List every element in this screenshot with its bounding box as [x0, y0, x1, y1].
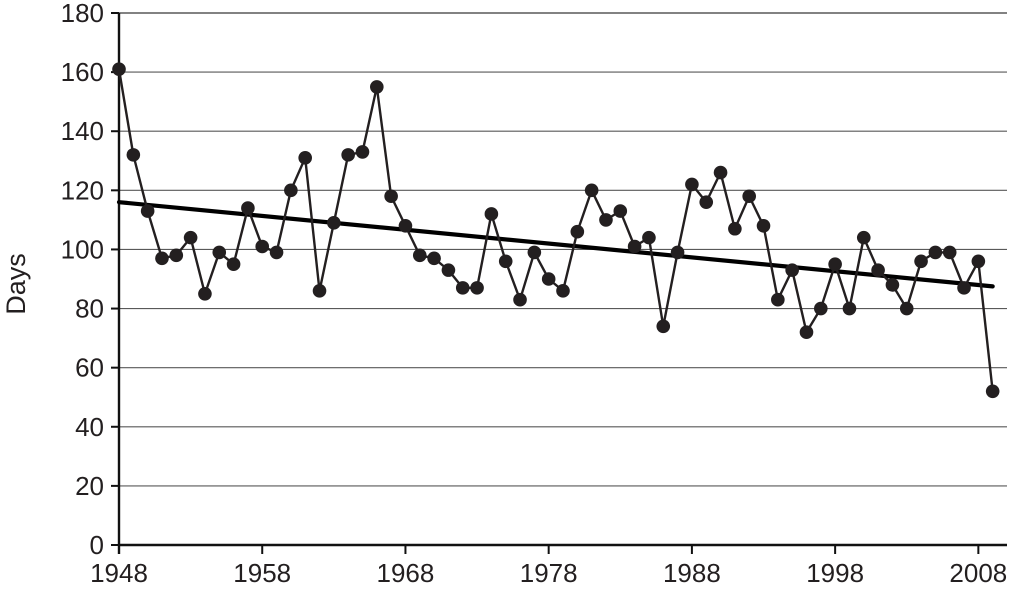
- data-point: [198, 286, 212, 301]
- y-tick-label: 80: [75, 294, 104, 324]
- data-point: [685, 177, 699, 192]
- data-point: [498, 254, 513, 269]
- data-point: [985, 384, 1000, 399]
- data-point: [899, 301, 914, 316]
- data-point: [957, 281, 971, 295]
- data-point: [355, 145, 370, 159]
- data-point: [140, 204, 155, 218]
- data-point: [513, 292, 527, 307]
- data-point: [771, 292, 785, 307]
- data-point: [312, 284, 327, 298]
- data-point: [885, 278, 900, 292]
- data-point: [255, 239, 270, 254]
- data-point: [484, 207, 499, 221]
- y-tick-label: 60: [75, 353, 104, 383]
- data-point: [298, 151, 312, 165]
- y-tick-label: 140: [61, 116, 104, 146]
- data-point: [169, 248, 184, 263]
- data-series-layer: [112, 62, 1000, 399]
- data-point: [470, 281, 484, 295]
- data-point: [814, 301, 828, 316]
- data-point: [384, 189, 398, 204]
- data-point: [670, 245, 685, 260]
- y-tick-label: 160: [61, 57, 104, 87]
- data-point: [842, 301, 857, 316]
- y-tick-label: 40: [75, 412, 104, 442]
- data-point: [212, 245, 227, 260]
- series-path: [117, 68, 994, 392]
- data-point: [942, 245, 957, 260]
- gridlines-layer: [119, 12, 1007, 487]
- data-point: [284, 183, 298, 198]
- data-point: [126, 148, 141, 162]
- data-point: [914, 254, 928, 269]
- x-tick-label: 1988: [663, 558, 721, 588]
- data-point: [656, 319, 671, 334]
- x-tick-label: 1998: [806, 558, 864, 588]
- data-point: [556, 284, 570, 298]
- data-point: [341, 148, 355, 162]
- y-tick-label: 20: [75, 471, 104, 501]
- data-point: [327, 216, 341, 230]
- trendline-layer: [116, 200, 995, 289]
- y-tick-label: 120: [61, 175, 104, 205]
- x-tick-label: 1948: [90, 558, 148, 588]
- data-point: [828, 257, 842, 272]
- data-point: [627, 239, 642, 254]
- data-point: [370, 80, 384, 94]
- data-point: [412, 248, 427, 263]
- data-point: [971, 254, 986, 269]
- x-tick-label: 1978: [520, 558, 578, 588]
- data-point: [928, 245, 943, 260]
- data-point: [241, 201, 255, 215]
- data-point: [183, 230, 198, 245]
- data-point: [226, 257, 241, 272]
- data-point: [871, 263, 885, 277]
- data-point: [728, 221, 742, 236]
- x-tick-label: 1958: [233, 558, 291, 588]
- y-tick-label: 100: [61, 234, 104, 264]
- data-point: [455, 281, 470, 295]
- axes-layer: [111, 12, 1007, 554]
- data-point: [541, 272, 556, 286]
- data-point: [155, 251, 169, 266]
- data-point: [269, 245, 284, 260]
- y-tick-label: 0: [90, 530, 104, 560]
- data-point: [112, 62, 126, 76]
- data-point: [599, 213, 613, 227]
- data-point: [527, 245, 542, 260]
- data-point: [441, 263, 456, 277]
- x-tick-label: 1968: [377, 558, 435, 588]
- data-point: [699, 195, 714, 209]
- y-axis-title: Days: [1, 253, 31, 315]
- data-point: [785, 263, 799, 277]
- data-point: [613, 204, 628, 218]
- data-point: [642, 230, 656, 245]
- data-point: [756, 219, 771, 233]
- trend-line: [116, 200, 995, 289]
- tick-labels-layer: 0 20 40 60 80 100 120 140 160 180 1948 1958 1968 1978…: [61, 0, 1008, 588]
- data-point: [427, 251, 441, 266]
- data-point: [856, 230, 871, 245]
- y-tick-label: 180: [61, 0, 104, 28]
- data-point: [570, 224, 585, 239]
- data-point: [398, 219, 413, 233]
- x-tick-label: 2008: [949, 558, 1007, 588]
- data-point: [713, 165, 728, 180]
- data-point: [584, 183, 599, 198]
- data-point: [742, 189, 756, 204]
- data-point: [799, 325, 814, 340]
